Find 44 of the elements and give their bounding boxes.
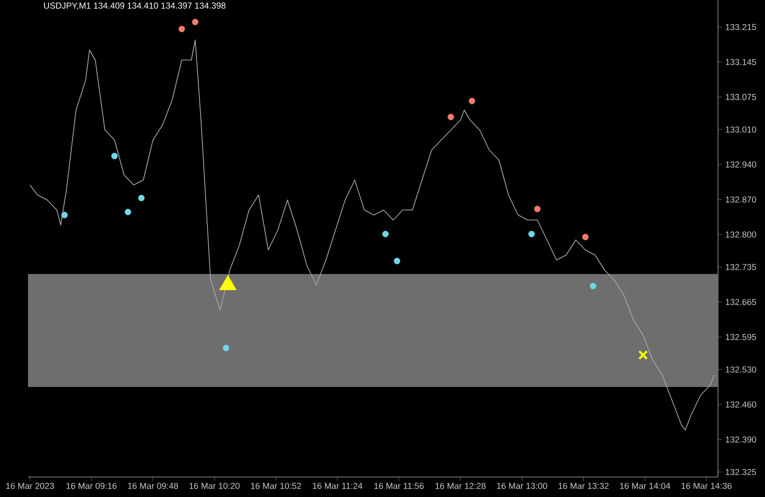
point (382, 230, 389, 238)
point (192, 18, 198, 26)
y-tick-label: 133.145 (726, 58, 756, 66)
y-tick-label: 132.530 (726, 366, 756, 373)
y-tick-label: 132.325 (726, 468, 756, 476)
x-tick-label: 16 Mar 14:04 (620, 482, 670, 489)
y-tick-label: 132.460 (726, 401, 756, 408)
point (448, 114, 454, 120)
y-tick-label: 132.595 (726, 334, 756, 340)
y-tick-label: 132.665 (726, 298, 756, 306)
point (61, 212, 68, 218)
point (638, 350, 648, 360)
y-tick-label: 132.800 (726, 231, 756, 238)
y-tick-label: 133.215 (726, 24, 756, 30)
point (528, 230, 535, 238)
x-tick-label: 16 Mar 09:48 (128, 482, 178, 489)
x-tick-label: 16 Mar 09:16 (66, 482, 117, 489)
annotation: USDJPY,M1 134.409 134.410 134.397 134.398 (44, 2, 226, 10)
x-tick-label: 16 Mar 11:24 (312, 482, 362, 489)
line-series (30, 40, 715, 430)
point (111, 152, 118, 160)
point (124, 208, 132, 216)
point (222, 344, 230, 352)
x-tick-label: 16 Mar 11:56 (374, 482, 424, 489)
y-tick-label: 132.940 (726, 161, 756, 168)
x-tick-label: 16 Mar 13:00 (497, 482, 548, 489)
y-tick-label: 133.010 (726, 126, 756, 133)
point (534, 206, 541, 212)
point (582, 234, 589, 240)
y-tick-label: 133.075 (726, 94, 756, 100)
x-tick-label: 16 Mar 10:52 (251, 482, 302, 489)
x-tick-label: 16 Mar 13:32 (558, 482, 609, 489)
x-tick-label: 16 Mar 2023 (6, 482, 54, 489)
x-tick-label: 16 Mar 14:36 (682, 482, 732, 489)
point (394, 258, 400, 264)
y-tick-label: 132.390 (726, 436, 756, 443)
x-tick-label: 16 Mar 10:20 (190, 482, 240, 489)
x-tick-label: 16 Mar 12:28 (436, 482, 486, 489)
point (178, 26, 185, 32)
y-tick-label: 132.735 (726, 264, 756, 270)
point (138, 194, 145, 202)
point (590, 282, 596, 290)
y-tick-label: 132.870 (726, 196, 756, 203)
point (468, 98, 476, 104)
